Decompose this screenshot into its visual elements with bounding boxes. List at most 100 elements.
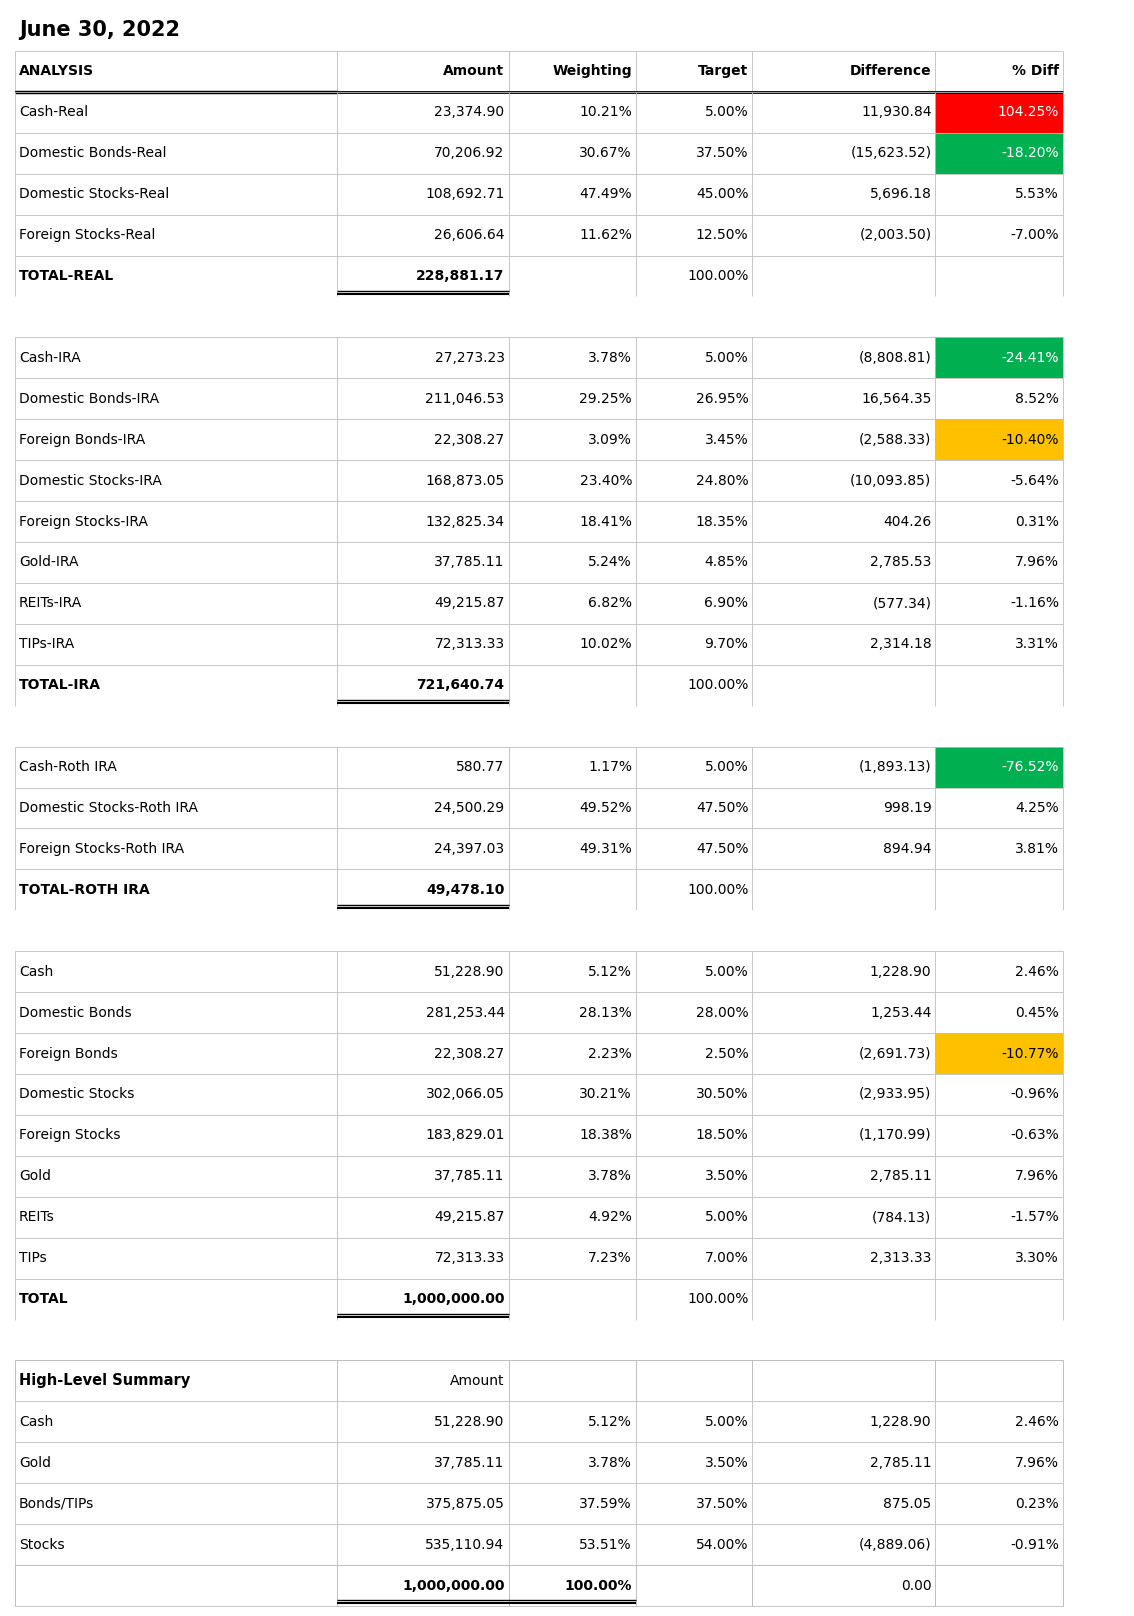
Text: 3.45%: 3.45% xyxy=(704,433,748,446)
Text: 4.25%: 4.25% xyxy=(1015,802,1059,814)
Text: 0.31%: 0.31% xyxy=(1015,514,1059,528)
Text: 3.78%: 3.78% xyxy=(589,1170,632,1183)
Text: 1.17%: 1.17% xyxy=(589,760,632,774)
Bar xyxy=(936,133,1063,173)
Text: 4.85%: 4.85% xyxy=(704,556,748,569)
Text: 3.50%: 3.50% xyxy=(704,1170,748,1183)
Text: -10.40%: -10.40% xyxy=(1001,433,1059,446)
Text: Weighting: Weighting xyxy=(552,65,632,79)
Text: 11.62%: 11.62% xyxy=(579,228,632,242)
Text: Stocks: Stocks xyxy=(19,1537,65,1551)
Text: -0.91%: -0.91% xyxy=(1010,1537,1059,1551)
Bar xyxy=(936,92,1063,133)
Text: Foreign Stocks-Roth IRA: Foreign Stocks-Roth IRA xyxy=(19,842,184,856)
Text: 30.50%: 30.50% xyxy=(696,1088,748,1102)
Text: 3.81%: 3.81% xyxy=(1015,842,1059,856)
Text: 51,228.90: 51,228.90 xyxy=(434,965,505,979)
Text: -7.00%: -7.00% xyxy=(1010,228,1059,242)
Text: 70,206.92: 70,206.92 xyxy=(434,145,505,160)
Text: 375,875.05: 375,875.05 xyxy=(425,1496,505,1511)
Text: 8.52%: 8.52% xyxy=(1015,391,1059,406)
Text: 5.00%: 5.00% xyxy=(704,105,748,120)
Text: 72,313.33: 72,313.33 xyxy=(434,637,505,651)
Text: 22,308.27: 22,308.27 xyxy=(434,433,505,446)
Text: TOTAL-IRA: TOTAL-IRA xyxy=(19,679,101,692)
Text: 1,228.90: 1,228.90 xyxy=(870,1416,931,1429)
Text: 5.00%: 5.00% xyxy=(704,760,748,774)
Text: Domestic Bonds-IRA: Domestic Bonds-IRA xyxy=(19,391,159,406)
Text: 47.50%: 47.50% xyxy=(696,842,748,856)
Text: June 30, 2022: June 30, 2022 xyxy=(19,21,180,40)
Text: 875.05: 875.05 xyxy=(883,1496,931,1511)
Text: 7.96%: 7.96% xyxy=(1015,556,1059,569)
Text: 18.41%: 18.41% xyxy=(579,514,632,528)
Text: 37.50%: 37.50% xyxy=(696,1496,748,1511)
Text: 47.50%: 47.50% xyxy=(696,802,748,814)
Text: Domestic Stocks-IRA: Domestic Stocks-IRA xyxy=(19,473,162,488)
Text: Bonds/TIPs: Bonds/TIPs xyxy=(19,1496,94,1511)
Text: 1,253.44: 1,253.44 xyxy=(870,1005,931,1020)
Text: 49,478.10: 49,478.10 xyxy=(426,882,505,897)
Text: 23.40%: 23.40% xyxy=(579,473,632,488)
Text: 998.19: 998.19 xyxy=(882,802,931,814)
Text: 28.00%: 28.00% xyxy=(696,1005,748,1020)
Text: (8,808.81): (8,808.81) xyxy=(858,351,931,365)
Text: TIPs: TIPs xyxy=(19,1251,46,1265)
Text: (2,003.50): (2,003.50) xyxy=(860,228,931,242)
Text: 2,314.18: 2,314.18 xyxy=(870,637,931,651)
Text: 2.46%: 2.46% xyxy=(1015,1416,1059,1429)
Text: 4.92%: 4.92% xyxy=(589,1210,632,1225)
Text: 18.38%: 18.38% xyxy=(579,1128,632,1143)
Text: Domestic Bonds: Domestic Bonds xyxy=(19,1005,132,1020)
Text: 24,397.03: 24,397.03 xyxy=(434,842,505,856)
Text: 183,829.01: 183,829.01 xyxy=(425,1128,505,1143)
Text: -18.20%: -18.20% xyxy=(1001,145,1059,160)
Text: 24.80%: 24.80% xyxy=(696,473,748,488)
Text: Domestic Stocks-Roth IRA: Domestic Stocks-Roth IRA xyxy=(19,802,198,814)
Text: 5.12%: 5.12% xyxy=(589,965,632,979)
Text: Foreign Stocks-Real: Foreign Stocks-Real xyxy=(19,228,155,242)
Text: Cash-Real: Cash-Real xyxy=(19,105,88,120)
Text: Foreign Stocks: Foreign Stocks xyxy=(19,1128,120,1143)
Text: 6.90%: 6.90% xyxy=(704,596,748,611)
Text: 37,785.11: 37,785.11 xyxy=(434,1456,505,1471)
Text: 37,785.11: 37,785.11 xyxy=(434,556,505,569)
Text: 0.45%: 0.45% xyxy=(1015,1005,1059,1020)
Bar xyxy=(936,1033,1063,1075)
Bar xyxy=(936,747,1063,787)
Text: TIPs-IRA: TIPs-IRA xyxy=(19,637,74,651)
Text: 37,785.11: 37,785.11 xyxy=(434,1170,505,1183)
Text: 3.78%: 3.78% xyxy=(589,351,632,365)
Text: (1,170.99): (1,170.99) xyxy=(858,1128,931,1143)
Text: (1,893.13): (1,893.13) xyxy=(858,760,931,774)
Text: 2,785.53: 2,785.53 xyxy=(870,556,931,569)
Text: Target: Target xyxy=(699,65,748,79)
Text: 1,228.90: 1,228.90 xyxy=(870,965,931,979)
Text: TOTAL: TOTAL xyxy=(19,1293,69,1306)
Text: 721,640.74: 721,640.74 xyxy=(416,679,505,692)
Text: 12.50%: 12.50% xyxy=(696,228,748,242)
Text: Domestic Stocks-Real: Domestic Stocks-Real xyxy=(19,187,169,200)
Text: -1.16%: -1.16% xyxy=(1010,596,1059,611)
Text: 894.94: 894.94 xyxy=(883,842,931,856)
Text: 5.53%: 5.53% xyxy=(1015,187,1059,200)
Text: -10.77%: -10.77% xyxy=(1001,1047,1059,1060)
Text: 37.50%: 37.50% xyxy=(696,145,748,160)
Text: 3.78%: 3.78% xyxy=(589,1456,632,1471)
Text: -5.64%: -5.64% xyxy=(1010,473,1059,488)
Text: Cash-Roth IRA: Cash-Roth IRA xyxy=(19,760,117,774)
Text: 49.31%: 49.31% xyxy=(579,842,632,856)
Text: 2,785.11: 2,785.11 xyxy=(870,1170,931,1183)
Text: TOTAL-REAL: TOTAL-REAL xyxy=(19,268,115,283)
Text: 5.12%: 5.12% xyxy=(589,1416,632,1429)
Text: 108,692.71: 108,692.71 xyxy=(425,187,505,200)
Text: 3.50%: 3.50% xyxy=(704,1456,748,1471)
Text: 100.00%: 100.00% xyxy=(687,1293,748,1306)
Text: 2.50%: 2.50% xyxy=(704,1047,748,1060)
Text: % Diff: % Diff xyxy=(1012,65,1059,79)
Text: Cash: Cash xyxy=(19,965,53,979)
Text: 27,273.23: 27,273.23 xyxy=(434,351,505,365)
Text: 51,228.90: 51,228.90 xyxy=(434,1416,505,1429)
Text: 580.77: 580.77 xyxy=(456,760,505,774)
Text: 1,000,000.00: 1,000,000.00 xyxy=(403,1579,505,1592)
